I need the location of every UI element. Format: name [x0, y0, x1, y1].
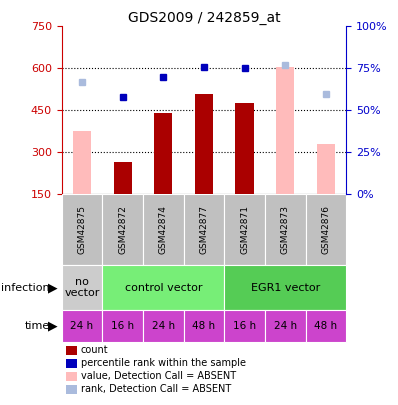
Bar [62, 265, 102, 310]
Text: GSM42873: GSM42873 [281, 205, 290, 254]
Text: no
vector: no vector [64, 277, 100, 298]
Bar [102, 265, 224, 310]
Text: 24 h: 24 h [152, 321, 175, 331]
Bar [183, 194, 224, 265]
Bar [62, 194, 102, 265]
Text: time: time [25, 321, 50, 331]
Bar [306, 310, 346, 342]
Text: rank, Detection Call = ABSENT: rank, Detection Call = ABSENT [81, 384, 231, 394]
Text: GSM42876: GSM42876 [322, 205, 330, 254]
Bar [154, 113, 172, 194]
Bar [317, 144, 335, 194]
Text: GSM42875: GSM42875 [78, 205, 86, 254]
Text: GSM42872: GSM42872 [118, 205, 127, 254]
Bar [224, 265, 346, 310]
Bar [73, 131, 91, 194]
Bar [62, 310, 102, 342]
Text: infection: infection [1, 283, 50, 292]
Bar [143, 194, 183, 265]
Bar [276, 67, 295, 194]
Text: ▶: ▶ [48, 281, 58, 294]
Bar [102, 194, 143, 265]
Bar [306, 194, 346, 265]
Text: 16 h: 16 h [111, 321, 134, 331]
Text: count: count [81, 345, 108, 355]
Text: value, Detection Call = ABSENT: value, Detection Call = ABSENT [81, 371, 236, 381]
Text: percentile rank within the sample: percentile rank within the sample [81, 358, 246, 368]
Bar [102, 310, 143, 342]
Bar [265, 310, 306, 342]
Bar [265, 194, 306, 265]
Text: ▶: ▶ [48, 320, 58, 333]
Text: 16 h: 16 h [233, 321, 256, 331]
Text: GSM42877: GSM42877 [199, 205, 209, 254]
Title: GDS2009 / 242859_at: GDS2009 / 242859_at [128, 11, 280, 25]
Text: 24 h: 24 h [274, 321, 297, 331]
Bar [143, 310, 183, 342]
Text: 48 h: 48 h [192, 321, 216, 331]
Bar [224, 194, 265, 265]
Text: 24 h: 24 h [70, 321, 94, 331]
Bar [195, 94, 213, 194]
Bar [224, 310, 265, 342]
Text: GSM42871: GSM42871 [240, 205, 249, 254]
Text: 48 h: 48 h [314, 321, 338, 331]
Text: control vector: control vector [125, 283, 202, 292]
Text: EGR1 vector: EGR1 vector [251, 283, 320, 292]
Bar [236, 103, 254, 194]
Bar [183, 310, 224, 342]
Text: GSM42874: GSM42874 [159, 205, 168, 254]
Bar [113, 162, 132, 194]
